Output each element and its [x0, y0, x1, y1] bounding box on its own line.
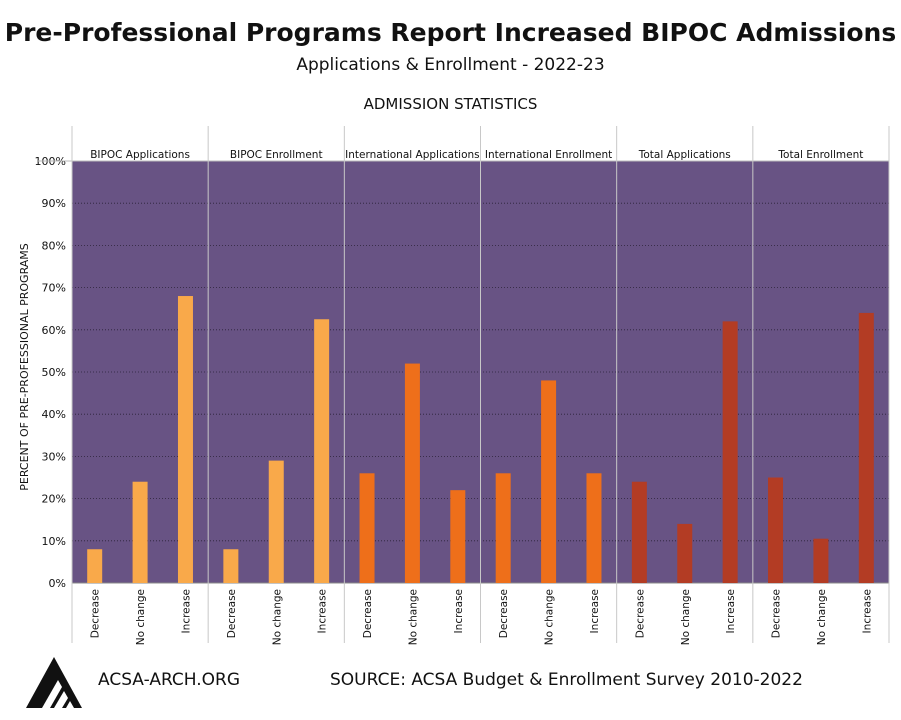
panel-header: BIPOC Applications	[90, 149, 190, 161]
y-tick-label: 10%	[42, 535, 66, 548]
panel-header: Total Enrollment	[777, 149, 863, 161]
y-tick-label: 50%	[42, 366, 66, 379]
chart-title: ADMISSION STATISTICS	[363, 95, 538, 113]
bar	[314, 319, 330, 583]
x-tick-label: No change	[544, 589, 556, 645]
acsa-triangle-logo-icon	[24, 655, 84, 714]
bar	[541, 380, 557, 583]
y-tick-label: 80%	[42, 239, 66, 252]
x-tick-label: Increase	[861, 589, 873, 633]
x-tick-label: No change	[271, 589, 283, 645]
page-title: Pre-Professional Programs Report Increas…	[4, 18, 897, 47]
panel-header: Total Applications	[638, 149, 731, 161]
y-tick-label: 30%	[42, 450, 66, 463]
bar	[677, 523, 693, 583]
bar	[858, 312, 874, 583]
x-tick-label: No change	[135, 589, 147, 645]
x-tick-label: Decrease	[362, 589, 374, 638]
bar	[268, 460, 284, 583]
x-tick-label: Decrease	[90, 589, 102, 638]
x-tick-label: Increase	[725, 589, 737, 633]
x-tick-label: Decrease	[498, 589, 510, 638]
bar	[450, 490, 466, 583]
bar	[586, 473, 602, 583]
y-axis-label: PERCENT OF PRE-PROFESSIONAL PROGRAMS	[18, 243, 31, 491]
bar	[132, 481, 148, 583]
panel-header: BIPOC Enrollment	[230, 149, 323, 161]
x-tick-label: Increase	[317, 589, 329, 633]
y-tick-label: 40%	[42, 408, 66, 421]
x-tick-label: Decrease	[771, 589, 783, 638]
y-tick-label: 90%	[42, 197, 66, 210]
bar	[359, 473, 375, 583]
x-tick-label: Increase	[180, 589, 192, 633]
bar	[223, 549, 239, 583]
x-tick-label: No change	[680, 589, 692, 645]
x-tick-label: Decrease	[634, 589, 646, 638]
bar	[87, 549, 103, 583]
y-tick-label: 20%	[42, 493, 66, 506]
x-tick-label: Decrease	[226, 589, 238, 638]
page-subtitle: Applications & Enrollment - 2022-23	[296, 55, 605, 75]
bar	[631, 481, 647, 583]
bar	[722, 321, 738, 583]
bar	[768, 477, 784, 583]
y-tick-label: 70%	[42, 282, 66, 295]
x-tick-label: Increase	[453, 589, 465, 633]
bar	[177, 296, 193, 583]
bar	[495, 473, 511, 583]
panel-header: International Applications	[345, 149, 480, 161]
bar	[813, 538, 829, 583]
footer-source: SOURCE: ACSA Budget & Enrollment Survey …	[330, 670, 803, 690]
x-tick-label: No change	[816, 589, 828, 645]
panel-header: International Enrollment	[485, 149, 612, 161]
x-tick-label: No change	[407, 589, 419, 645]
bar	[404, 363, 420, 583]
footer-site: ACSA-ARCH.ORG	[98, 670, 241, 690]
admission-statistics-chart: 0%10%20%30%40%50%60%70%80%90%100%PERCENT…	[18, 126, 890, 645]
y-tick-label: 0%	[49, 577, 66, 590]
y-tick-label: 60%	[42, 324, 66, 337]
x-tick-label: Increase	[589, 589, 601, 633]
